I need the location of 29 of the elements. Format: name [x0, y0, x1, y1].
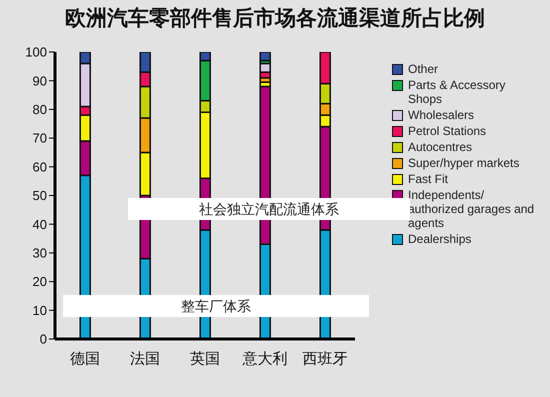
x-tick-label: 意大利 [242, 350, 288, 368]
y-tick-label: 60 [32, 159, 47, 174]
y-tick-label: 70 [32, 130, 47, 146]
y-tick-label: 30 [32, 246, 47, 261]
legend-label: Dealerships [408, 232, 472, 246]
legend-label: Independents/ authorized garages and agents [408, 188, 536, 230]
y-tick-label: 90 [32, 73, 47, 88]
y-tick-label: 10 [32, 302, 47, 318]
text-box: 社会独立汽配流通体系 [128, 198, 410, 220]
text-box: 整车厂体系 [63, 294, 369, 317]
x-tick-label: 英国 [190, 350, 220, 368]
y-tick-label: 40 [32, 216, 47, 232]
y-tick-label: 50 [32, 188, 47, 204]
x-tick-label: 法国 [130, 350, 160, 368]
legend-label: Petrol Stations [408, 124, 486, 138]
legend-label: Super/hyper markets [408, 156, 520, 170]
legend-label: Wholesalers [408, 108, 474, 122]
bar [259, 52, 271, 62]
y-tick-label: 20 [32, 274, 47, 290]
y-tick-label: 0 [40, 332, 47, 347]
x-tick-label: 西班牙 [302, 350, 348, 368]
legend-label: Parts & Accessory Shops [408, 78, 506, 106]
y-tick-label: 100 [25, 44, 47, 60]
legend-label: Fast Fit [408, 172, 448, 186]
chart-title: 欧洲汽车零部件售后市场各流通渠道所占比例 [64, 6, 486, 32]
legend-label: Autocentres [408, 140, 472, 154]
legend-label: Other [408, 62, 438, 76]
y-tick-label: 80 [32, 102, 47, 118]
x-tick-label: 德国 [70, 350, 100, 368]
